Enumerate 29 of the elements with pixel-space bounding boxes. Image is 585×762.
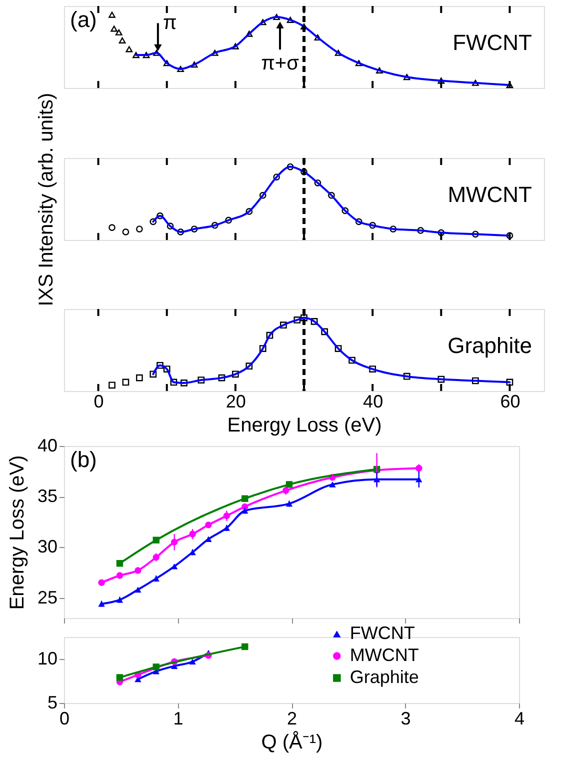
y-tick-label: 30: [37, 536, 58, 557]
x-axis-title: Energy Loss (eV): [227, 414, 382, 436]
legend-label: MWCNT: [350, 645, 419, 665]
x-tick-label: 40: [363, 392, 384, 412]
x-axis-title: Q (Å⁻¹): [261, 730, 323, 754]
legend-label: FWCNT: [350, 623, 415, 643]
legend-label: FWCNT: [452, 30, 532, 55]
x-tick-label: 4: [514, 708, 525, 728]
annotation: (b): [70, 447, 97, 472]
annotation: (a): [70, 7, 97, 32]
x-tick-label: 60: [500, 392, 520, 412]
x-tick-label: 0: [59, 708, 70, 728]
y-axis-title: Energy Loss (eV): [6, 455, 28, 610]
legend-label: Graphite: [350, 667, 419, 687]
y-axis-title: IXS Intensity (arb. units): [36, 92, 58, 306]
annotation: π+σ: [261, 52, 300, 75]
y-tick-label: 35: [37, 486, 58, 506]
x-tick-label: 3: [400, 708, 411, 728]
y-tick-label: 5: [47, 692, 58, 712]
y-tick-label: 10: [37, 648, 58, 668]
y-tick-label: 40: [37, 436, 58, 456]
x-tick-label: 20: [226, 392, 246, 412]
x-tick-label: 0: [94, 392, 104, 412]
x-tick-label: 2: [286, 708, 298, 728]
x-tick-label: 1: [173, 708, 184, 728]
legend-label: Graphite: [448, 332, 532, 358]
annotation: π: [162, 12, 177, 34]
y-tick-label: 25: [37, 587, 58, 608]
legend-label: MWCNT: [448, 182, 532, 207]
